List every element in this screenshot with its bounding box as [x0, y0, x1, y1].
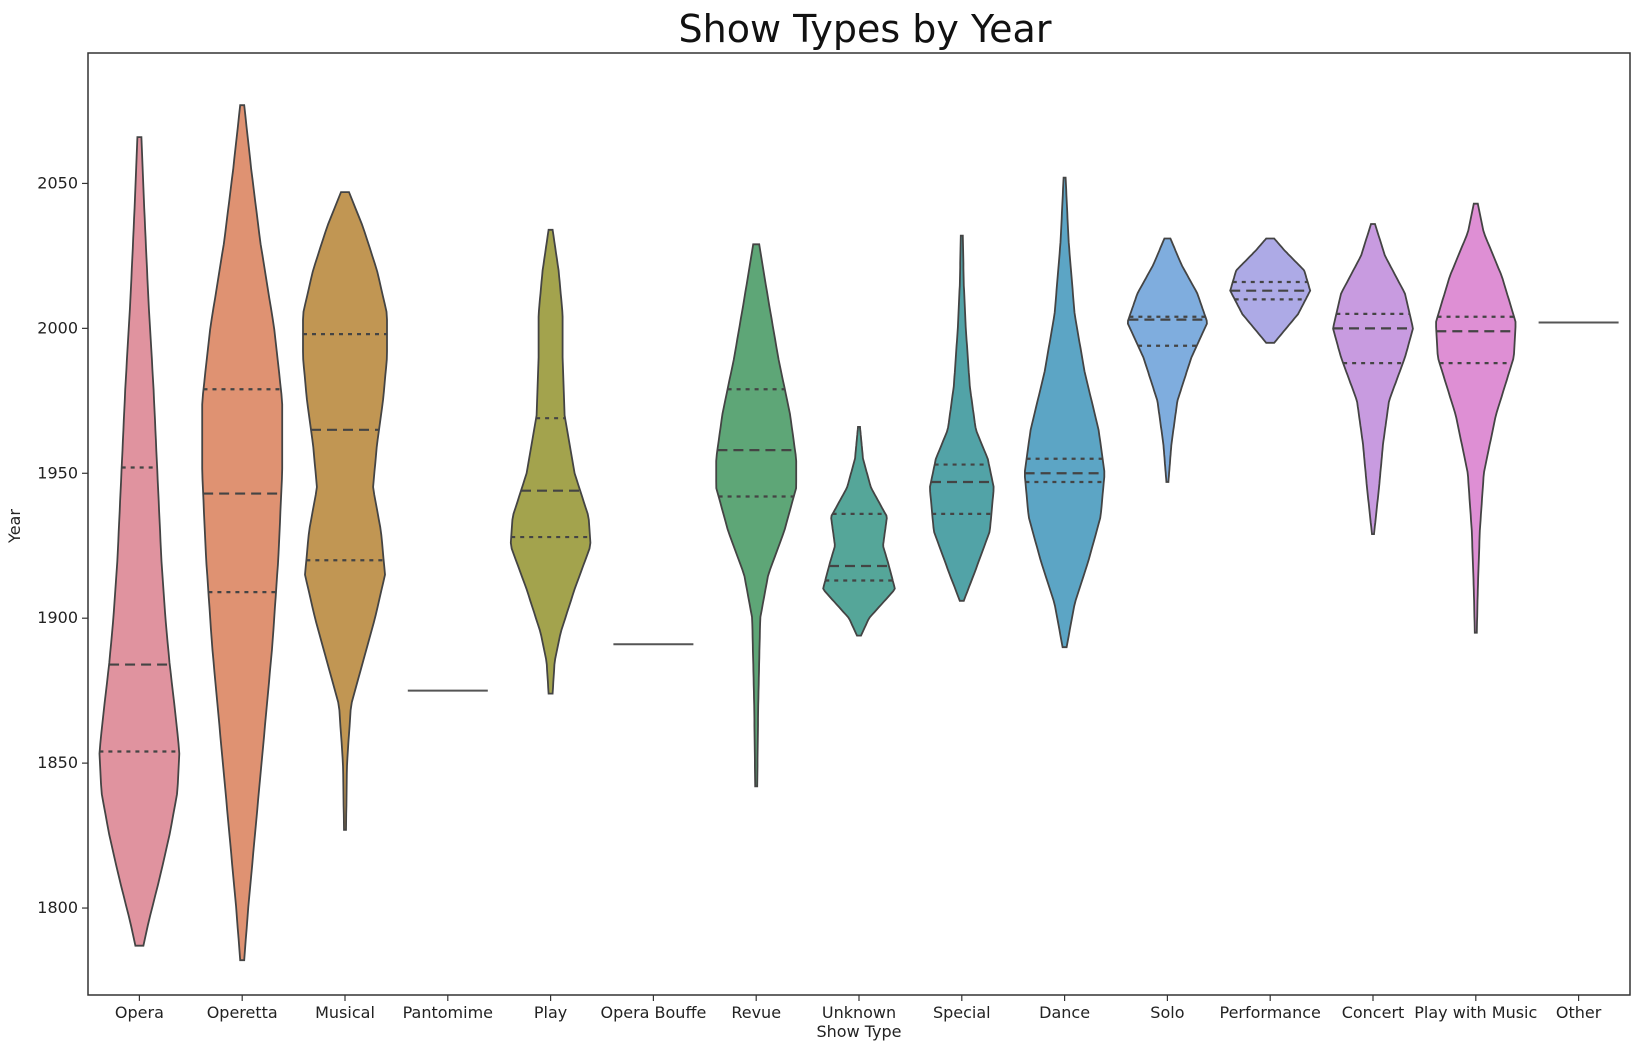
- x-tick-label-concert: Concert: [1342, 1003, 1405, 1022]
- violin-musical: [302, 191, 388, 831]
- violin-play: [509, 228, 592, 695]
- x-tick-label-special: Special: [933, 1003, 991, 1022]
- violin-solo: [1126, 237, 1208, 483]
- x-tick-label-pantomime: Pantomime: [403, 1003, 493, 1022]
- x-tick-label-play-with-music: Play with Music: [1414, 1003, 1537, 1022]
- y-axis: 1800 1850 1900 1950 2000 2050: [37, 173, 88, 917]
- x-tick-label-operetta: Operetta: [207, 1003, 278, 1022]
- violin-operetta: [201, 104, 284, 962]
- x-tick-label-solo: Solo: [1150, 1003, 1184, 1022]
- violin-concert: [1332, 223, 1414, 535]
- chart-title: Show Types by Year: [679, 7, 1052, 51]
- violin-opera: [98, 136, 181, 947]
- x-tick-label-revue: Revue: [731, 1003, 781, 1022]
- x-tick-label-musical: Musical: [315, 1003, 375, 1022]
- y-tick-label: 1900: [37, 608, 78, 627]
- y-tick-label: 2050: [37, 173, 78, 192]
- x-tick-label-performance: Performance: [1220, 1003, 1321, 1022]
- x-tick-label-unknown: Unknown: [822, 1003, 896, 1022]
- y-axis-label: Year: [5, 509, 24, 544]
- x-tick-label-other: Other: [1556, 1003, 1602, 1022]
- x-axis-label: Show Type: [816, 1022, 901, 1041]
- x-tick-label-opera: Opera: [115, 1003, 164, 1022]
- x-tick-label-play: Play: [534, 1003, 567, 1022]
- y-tick-label: 1950: [37, 463, 78, 482]
- y-tick-label: 1800: [37, 898, 78, 917]
- x-tick-label-dance: Dance: [1039, 1003, 1090, 1022]
- violin-dance: [1024, 176, 1106, 649]
- violins-group: [98, 104, 1619, 962]
- x-tick-label-opera-bouffe: Opera Bouffe: [600, 1003, 706, 1022]
- violin-revue: [715, 243, 798, 788]
- y-tick-label: 1850: [37, 753, 78, 772]
- violin-play-with-music: [1435, 202, 1517, 634]
- x-axis: Opera Operetta Musical Pantomime Play Opera B…: [115, 995, 1602, 1022]
- violin-unknown: [822, 426, 896, 637]
- y-tick-label: 2000: [37, 318, 78, 337]
